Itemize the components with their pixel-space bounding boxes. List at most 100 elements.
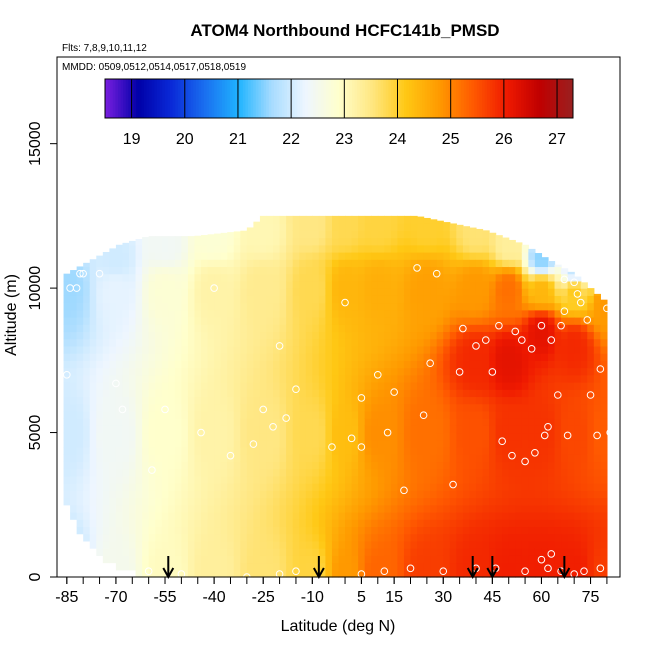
heatmap-cell: [417, 389, 425, 398]
heatmap-cell: [475, 367, 484, 376]
heatmap-cell: [292, 389, 300, 398]
heatmap-cell: [194, 410, 202, 419]
heatmap-cell: [76, 331, 84, 340]
heatmap-cell: [214, 331, 222, 340]
heatmap-cell: [430, 461, 438, 470]
heatmap-cell: [266, 331, 274, 340]
heatmap-cell: [220, 317, 228, 325]
heatmap-cell: [462, 555, 471, 564]
heatmap-cell: [102, 338, 110, 347]
heatmap-field: [63, 215, 608, 578]
heatmap-cell: [475, 266, 484, 275]
heatmap-cell: [423, 447, 431, 455]
heatmap-cell: [475, 244, 484, 253]
heatmap-cell: [515, 331, 523, 340]
heatmap-cell: [109, 432, 117, 441]
heatmap-cell: [508, 273, 516, 282]
heatmap-cell: [299, 396, 307, 405]
heatmap-cell: [227, 389, 235, 398]
heatmap-cell: [456, 439, 464, 448]
heatmap-cell: [495, 331, 503, 340]
heatmap-cell: [253, 273, 261, 282]
heatmap-cell: [482, 461, 490, 470]
colorbar-segment: [112, 79, 116, 118]
heatmap-cell: [83, 483, 91, 491]
heatmap-cell: [403, 410, 412, 419]
heatmap-cell: [508, 490, 516, 499]
heatmap-cell: [345, 252, 353, 260]
heatmap-cell: [312, 309, 320, 318]
heatmap-cell: [207, 338, 215, 347]
colorbar-segment: [560, 79, 564, 118]
heatmap-cell: [89, 439, 97, 448]
heatmap-cell: [142, 259, 150, 268]
heatmap-cell: [142, 302, 150, 311]
heatmap-cell: [233, 331, 241, 340]
heatmap-cell: [495, 548, 503, 556]
data-point: [547, 336, 556, 344]
heatmap-cell: [214, 309, 222, 318]
heatmap-cell: [96, 468, 104, 477]
heatmap-cell: [312, 490, 320, 499]
heatmap-cell: [554, 410, 562, 419]
heatmap-cell: [266, 504, 274, 513]
heatmap-cell: [305, 324, 313, 333]
heatmap-cell: [567, 504, 575, 513]
heatmap-cell: [142, 295, 150, 304]
heatmap-cell: [358, 425, 366, 434]
heatmap-cell: [534, 309, 543, 318]
heatmap-cell: [76, 273, 84, 282]
heatmap-cell: [521, 468, 529, 477]
heatmap-cell: [187, 367, 196, 376]
heatmap-cell: [266, 215, 274, 224]
heatmap-cell: [593, 367, 601, 376]
heatmap-cell: [240, 454, 248, 463]
heatmap-cell: [259, 389, 268, 398]
heatmap-cell: [410, 360, 418, 369]
heatmap-cell: [168, 237, 176, 246]
heatmap-cell: [364, 309, 372, 318]
heatmap-cell: [502, 461, 510, 470]
heatmap-cell: [482, 512, 490, 520]
heatmap-cell: [312, 447, 320, 455]
heatmap-cell: [449, 562, 457, 571]
heatmap-cell: [410, 512, 418, 520]
heatmap-cell: [430, 425, 438, 434]
heatmap-cell: [462, 345, 471, 354]
heatmap-cell: [312, 533, 320, 542]
heatmap-cell: [266, 237, 274, 246]
heatmap-cell: [541, 374, 549, 383]
heatmap-cell: [443, 331, 451, 340]
colorbar-segment: [461, 79, 465, 118]
heatmap-cell: [155, 454, 163, 463]
heatmap-cell: [122, 548, 130, 556]
x-tick-label: -25: [252, 589, 275, 606]
heatmap-cell: [430, 439, 438, 448]
heatmap-cell: [174, 418, 182, 426]
heatmap-cell: [122, 252, 130, 260]
heatmap-cell: [574, 389, 582, 398]
heatmap-cell: [299, 548, 307, 556]
heatmap-cell: [430, 418, 438, 426]
heatmap-cell: [574, 526, 582, 535]
heatmap-cell: [502, 562, 510, 571]
heatmap-cell: [430, 540, 438, 549]
heatmap-cell: [436, 418, 444, 426]
heatmap-cell: [456, 259, 464, 268]
heatmap-cell: [384, 490, 392, 499]
heatmap-cell: [541, 418, 549, 426]
heatmap-cell: [318, 374, 327, 383]
heatmap-cell: [233, 468, 241, 477]
heatmap-cell: [240, 382, 248, 390]
heatmap-cell: [122, 273, 130, 282]
heatmap-cell: [292, 447, 300, 455]
heatmap-cell: [397, 244, 405, 253]
heatmap-cell: [364, 374, 372, 383]
heatmap-cell: [214, 425, 222, 434]
heatmap-cell: [331, 309, 340, 318]
heatmap-cell: [273, 562, 281, 571]
heatmap-cell: [390, 512, 399, 520]
heatmap-cell: [417, 504, 425, 513]
heatmap-cell: [377, 360, 385, 369]
heatmap-cell: [371, 555, 379, 564]
